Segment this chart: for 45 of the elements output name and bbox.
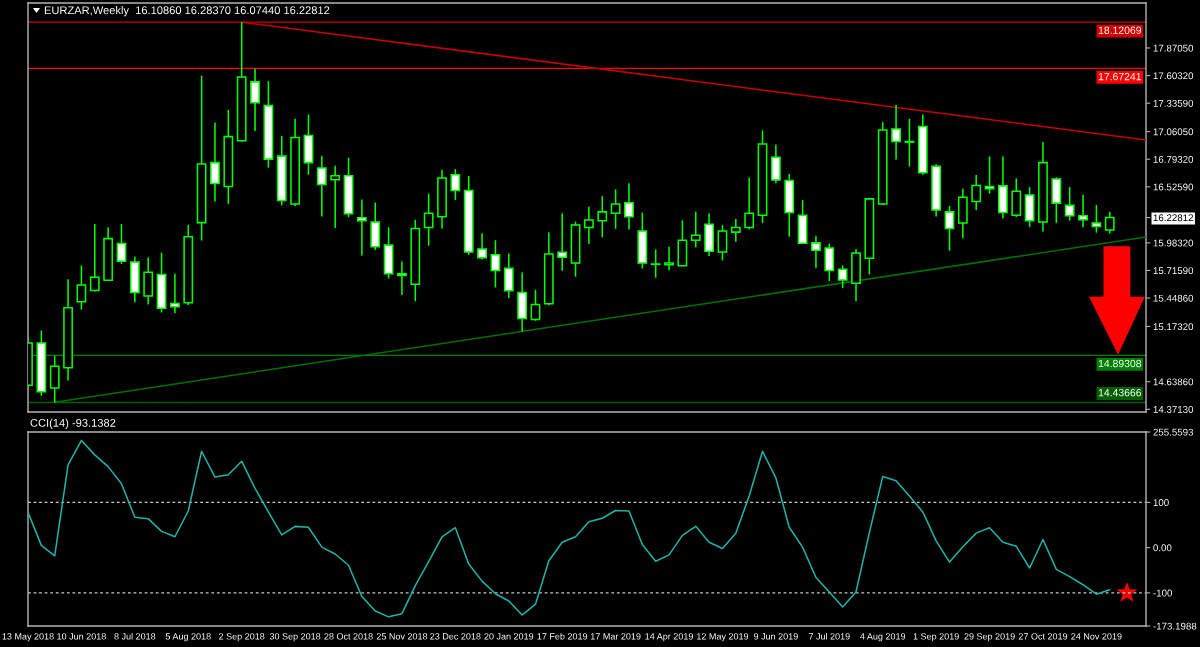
- x-tick-label: 27 Oct 2019: [1018, 633, 1068, 640]
- chart-title: EURZAR,Weekly 16.10860 16.28370 16.07440 16.22812: [44, 6, 330, 17]
- x-tick-label: 5 Aug 2018: [165, 633, 211, 642]
- x-tick-label: 28 Oct 2018: [324, 633, 373, 640]
- x-tick-label: 9 Jun 2019: [753, 633, 798, 640]
- x-tick-label: 25 Nov 2018: [376, 633, 428, 640]
- y-tick-label: 0.00: [1153, 544, 1172, 552]
- x-tick-label: 17 Mar 2019: [590, 633, 641, 640]
- y-tick-label: 16.52590: [1153, 183, 1194, 191]
- x-tick-label: 8 Jul 2018: [114, 632, 156, 640]
- y-tick-label: -100: [1153, 589, 1173, 597]
- ref-line-label: 14.43666: [1098, 388, 1142, 397]
- y-tick-label: -173.1988: [1153, 622, 1197, 630]
- ref-line-label: 17.67241: [1098, 72, 1142, 81]
- y-tick-label: 100: [1153, 499, 1169, 506]
- y-tick-label: 17.06050: [1153, 128, 1194, 136]
- x-tick-label: 24 Nov 2019: [1071, 633, 1122, 640]
- y-tick-label: 15.98320: [1153, 239, 1194, 247]
- ref-line-label: 18.12069: [1098, 26, 1142, 34]
- x-tick-label: 23 Dec 2018: [430, 633, 481, 640]
- x-tick-label: 30 Sep 2018: [269, 633, 321, 642]
- y-tick-label: 14.63860: [1153, 378, 1194, 386]
- x-tick-label: 4 Aug 2019: [860, 633, 906, 642]
- y-tick-label: 15.71590: [1153, 267, 1194, 275]
- x-tick-label: 12 May 2019: [697, 633, 749, 642]
- x-tick-label: 20 Jan 2019: [484, 633, 534, 640]
- y-tick-label: 17.87050: [1153, 44, 1194, 52]
- x-tick-label: 29 Sep 2019: [964, 633, 1015, 642]
- x-tick-label: 13 May 2018: [2, 633, 54, 642]
- y-tick-label: 17.60320: [1153, 72, 1194, 80]
- ref-line-label: 14.89308: [1098, 359, 1142, 368]
- chart-title: CCI(14) -93.1382: [30, 418, 116, 429]
- y-tick-label: 15.17320: [1153, 323, 1194, 331]
- y-tick-label: 14.37130: [1153, 406, 1194, 413]
- y-tick-label: 17.33590: [1153, 99, 1194, 107]
- y-tick-label: 15.44860: [1153, 294, 1194, 302]
- y-tick-label: 16.22812: [1153, 214, 1194, 222]
- x-tick-label: 14 Apr 2019: [645, 633, 693, 642]
- x-tick-label: 10 Jun 2018: [57, 633, 106, 640]
- y-tick-label: 255.5593: [1153, 428, 1194, 436]
- x-tick-label: 7 Jul 2019: [808, 632, 850, 640]
- x-tick-label: 2 Sep 2018: [219, 633, 265, 642]
- y-tick-label: 16.79320: [1153, 155, 1194, 163]
- x-tick-label: 1 Sep 2019: [913, 633, 959, 642]
- x-tick-label: 17 Feb 2019: [537, 632, 588, 640]
